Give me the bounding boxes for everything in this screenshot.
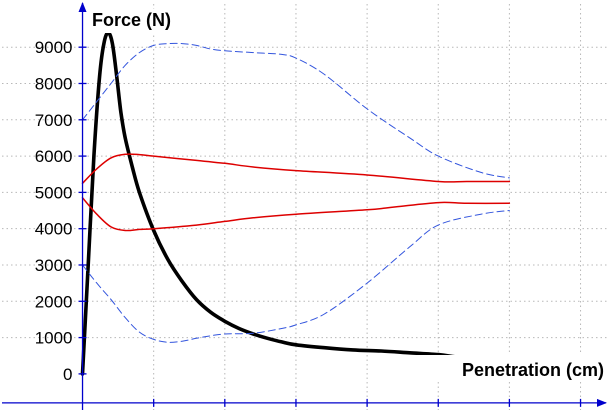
blue-upper-dashed-curve	[82, 42, 510, 179]
tick-labels: 5101520253035010002000300040005000600070…	[35, 38, 590, 412]
y-tick-label: 1000	[35, 329, 73, 348]
y-tick-label: 5000	[35, 183, 73, 202]
blue-lower-dashed-curve	[82, 210, 510, 343]
plot-area	[80, 30, 512, 376]
x-axis-title: Penetration (cm)	[462, 360, 604, 380]
y-tick-label: 4000	[35, 220, 73, 239]
y-tick-label: 6000	[35, 147, 73, 166]
y-tick-label: 8000	[35, 74, 73, 93]
y-tick-label: 0	[63, 365, 72, 384]
red-upper-curve	[81, 153, 511, 185]
red-lower-curve	[81, 197, 511, 232]
y-tick-label: 7000	[35, 111, 73, 130]
y-tick-label: 2000	[35, 292, 73, 311]
y-axis-title: Force (N)	[92, 10, 171, 30]
y-tick-label: 3000	[35, 256, 73, 275]
y-tick-label: 9000	[35, 38, 73, 57]
grid	[2, 4, 607, 410]
measured-force-curve	[80, 30, 512, 376]
